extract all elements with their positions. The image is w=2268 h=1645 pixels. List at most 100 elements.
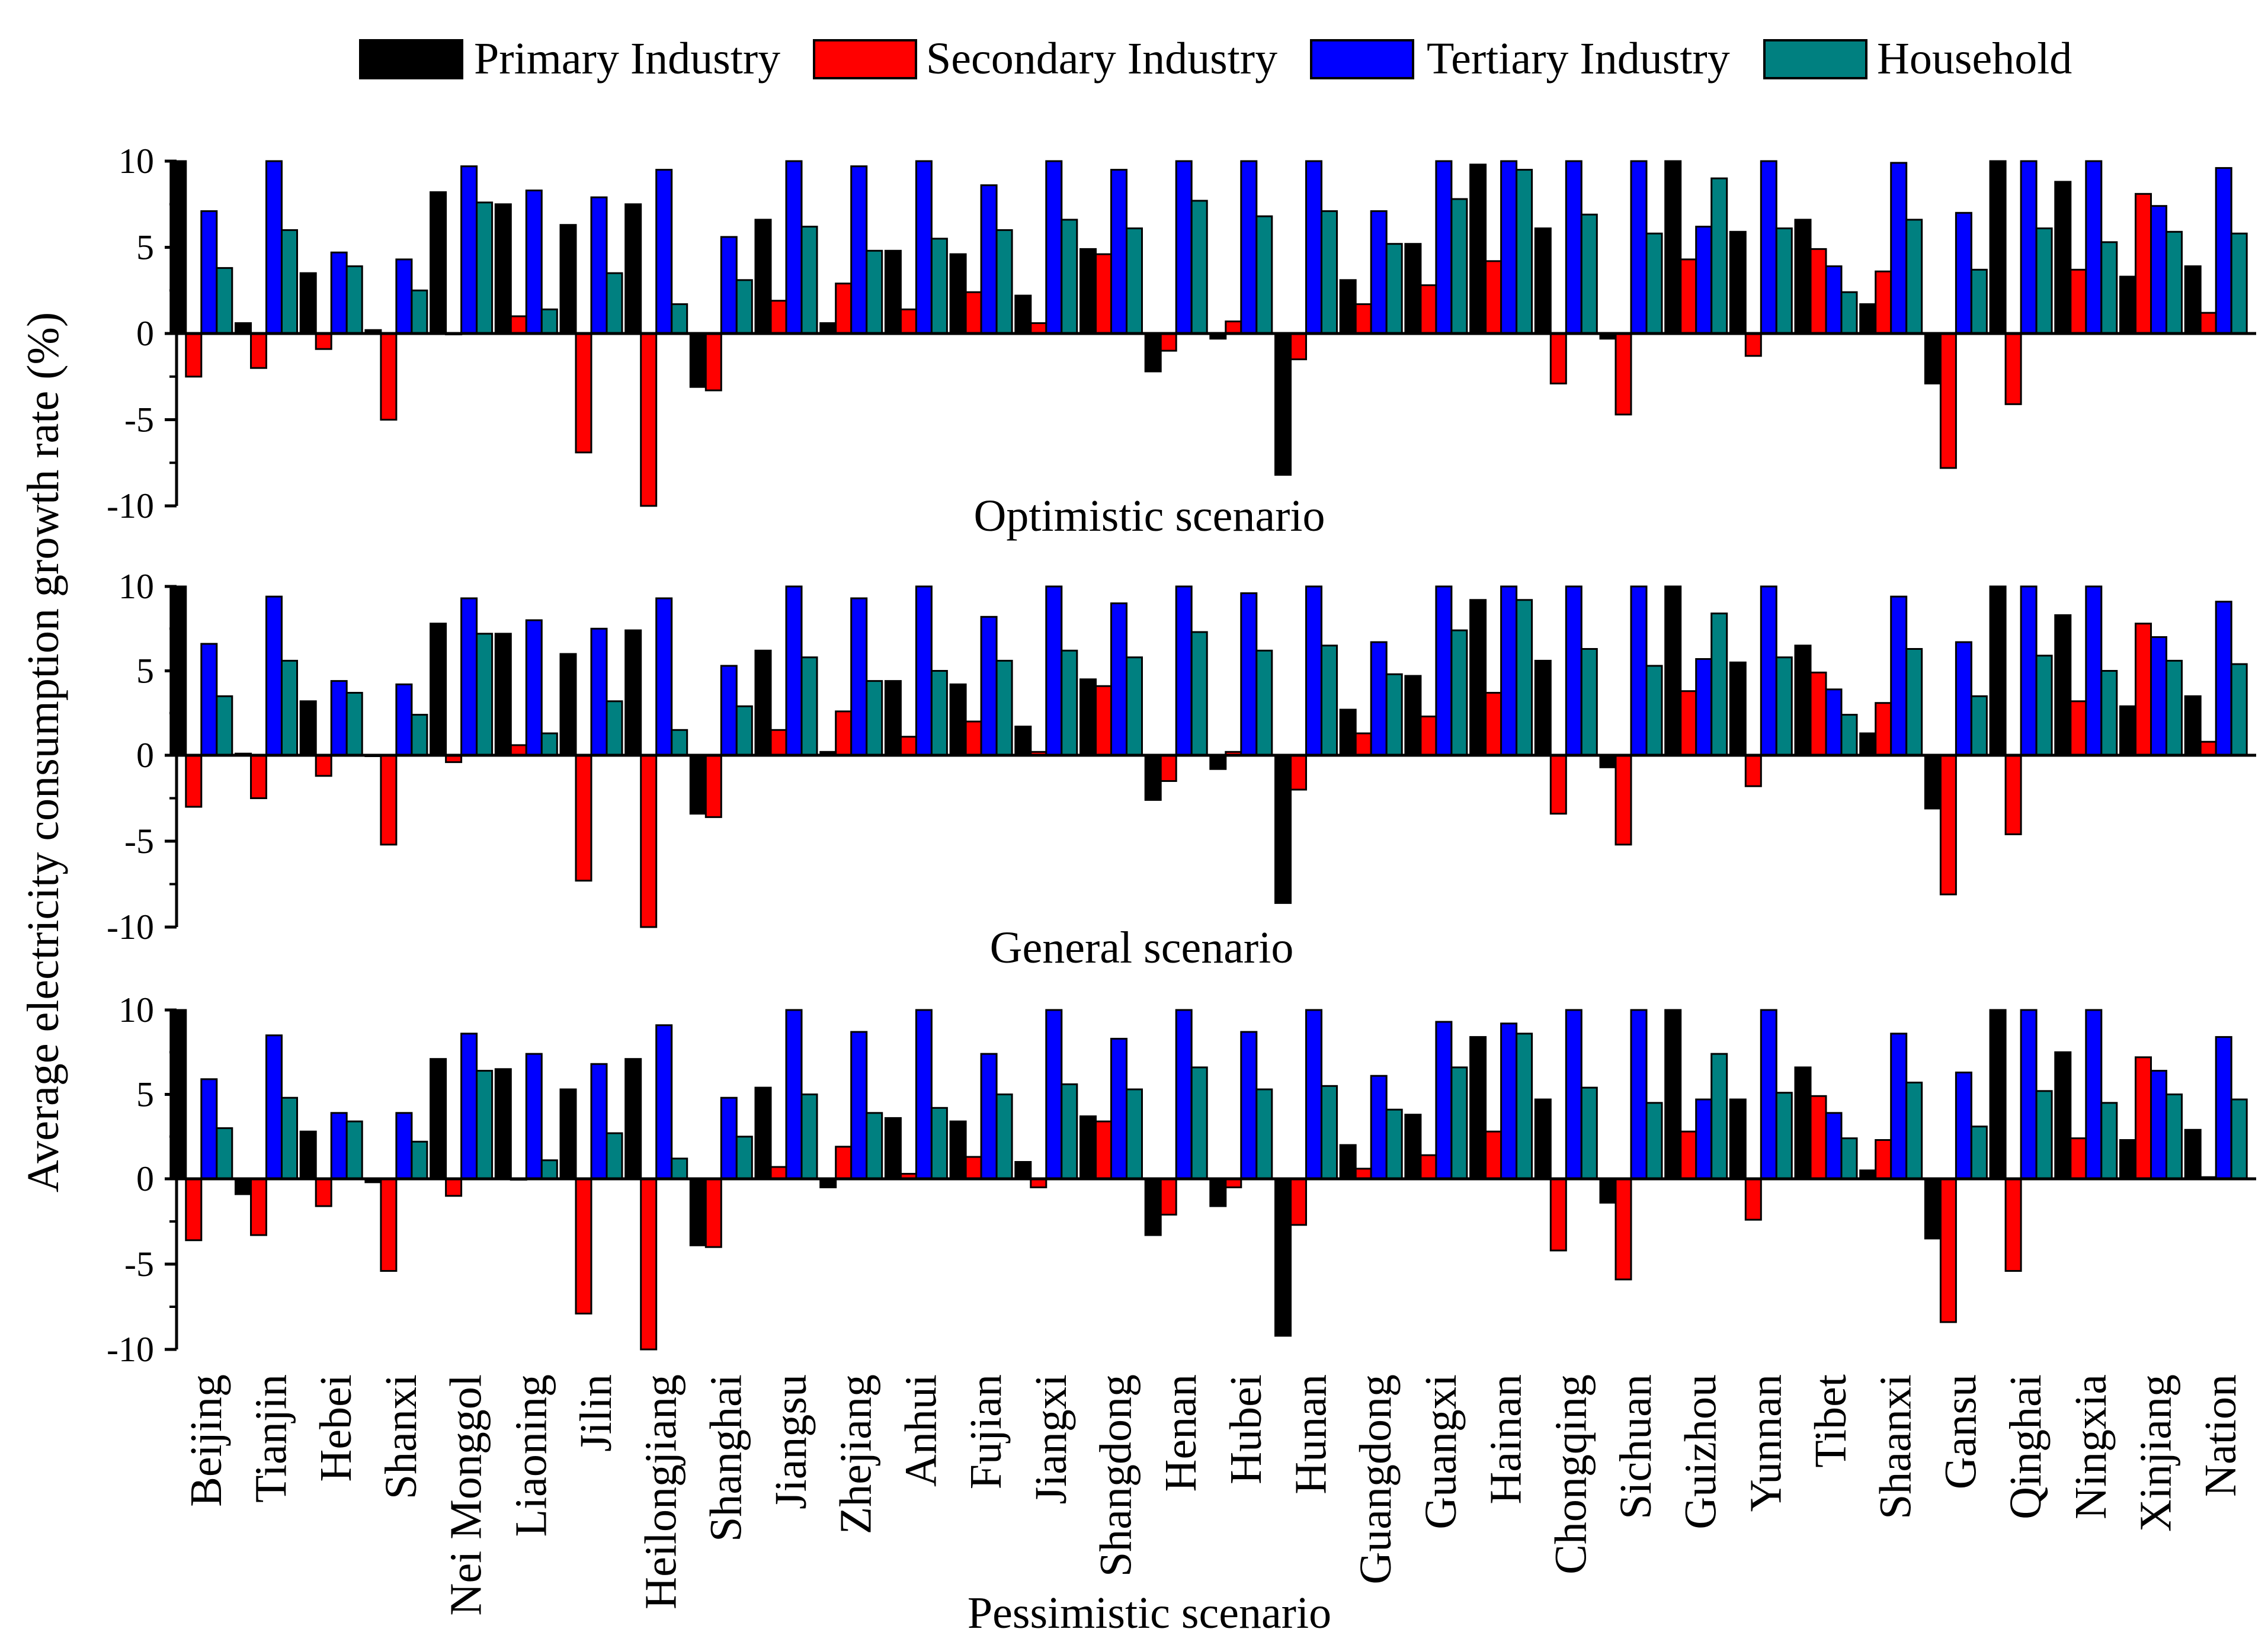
bar-general-scenario-guangxi-secondary-industry [1420, 716, 1437, 756]
bar-pessimistic-scenario-jiangsu-secondary-industry [770, 1166, 787, 1180]
bar-optimistic-scenario-jilin-secondary-industry [575, 332, 592, 454]
bar-pessimistic-scenario-nei-monggol-secondary-industry [445, 1178, 463, 1197]
bar-optimistic-scenario-hunan-primary-industry [1274, 332, 1292, 476]
category-label-fujian: Fujian [961, 1374, 1011, 1489]
bar-optimistic-scenario-hunan-tertiary-industry [1305, 160, 1322, 335]
bar-pessimistic-scenario-henan-tertiary-industry [1175, 1009, 1193, 1180]
bar-pessimistic-scenario-fujian-tertiary-industry [980, 1053, 998, 1180]
bar-optimistic-scenario-gansu-primary-industry [1924, 332, 1942, 384]
bar-optimistic-scenario-liaoning-tertiary-industry [525, 190, 543, 335]
bar-optimistic-scenario-hubei-household [1255, 215, 1273, 335]
bar-pessimistic-scenario-qinghai-household [2035, 1090, 2053, 1180]
bar-optimistic-scenario-gansu-tertiary-industry [1955, 211, 1972, 335]
legend-swatch-primary-industry [359, 39, 463, 79]
legend-label-secondary-industry: Secondary Industry [926, 34, 1277, 84]
bar-optimistic-scenario-hubei-secondary-industry [1225, 320, 1242, 335]
bar-optimistic-scenario-hainan-secondary-industry [1485, 260, 1503, 335]
bar-pessimistic-scenario-guangxi-primary-industry [1404, 1114, 1422, 1180]
bar-general-scenario-nei-monggol-household [476, 633, 494, 756]
bar-pessimistic-scenario-qinghai-primary-industry [1989, 1009, 2007, 1180]
legend-swatch-household [1763, 39, 1867, 79]
bar-pessimistic-scenario-shaanxi-tertiary-industry [1890, 1032, 1908, 1180]
bar-pessimistic-scenario-tibet-secondary-industry [1809, 1095, 1827, 1180]
bar-optimistic-scenario-chongqing-household [1580, 213, 1598, 335]
bar-pessimistic-scenario-jiangsu-primary-industry [754, 1086, 772, 1180]
bar-optimistic-scenario-chongqing-primary-industry [1534, 227, 1552, 335]
category-label-chongqing: Chongqing [1546, 1374, 1596, 1575]
bar-pessimistic-scenario-heilongjiang-secondary-industry [640, 1178, 658, 1351]
bar-general-scenario-guangxi-tertiary-industry [1435, 585, 1453, 756]
bar-pessimistic-scenario-guangdong-primary-industry [1339, 1144, 1357, 1180]
bar-pessimistic-scenario-hubei-household [1255, 1088, 1273, 1180]
bar-optimistic-scenario-nei-monggol-tertiary-industry [460, 165, 478, 335]
bar-general-scenario-xinjiang-secondary-industry [2135, 623, 2152, 756]
bar-general-scenario-jilin-secondary-industry [575, 754, 592, 882]
bar-optimistic-scenario-liaoning-primary-industry [494, 203, 512, 335]
bar-pessimistic-scenario-guizhou-primary-industry [1664, 1009, 1682, 1180]
bar-optimistic-scenario-hebei-tertiary-industry [330, 251, 348, 335]
bar-general-scenario-ningxia-tertiary-industry [2085, 585, 2103, 756]
bar-pessimistic-scenario-shanghai-primary-industry [689, 1178, 707, 1246]
y-tick-label-general-scenario: 5 [136, 652, 154, 691]
bar-pessimistic-scenario-fujian-secondary-industry [965, 1156, 982, 1180]
y-tick-label-pessimistic-scenario: 5 [136, 1075, 154, 1114]
bar-optimistic-scenario-qinghai-primary-industry [1989, 160, 2007, 335]
bar-optimistic-scenario-jilin-household [606, 272, 623, 335]
bar-pessimistic-scenario-hunan-primary-industry [1274, 1178, 1292, 1337]
bar-pessimistic-scenario-qinghai-tertiary-industry [2020, 1009, 2038, 1180]
bar-pessimistic-scenario-heilongjiang-household [671, 1157, 688, 1180]
bar-pessimistic-scenario-sichuan-tertiary-industry [1630, 1009, 1648, 1180]
bar-optimistic-scenario-fujian-household [995, 229, 1013, 335]
bar-general-scenario-henan-secondary-industry [1159, 754, 1177, 782]
bar-pessimistic-scenario-xinjiang-tertiary-industry [2150, 1070, 2167, 1180]
bar-pessimistic-scenario-liaoning-tertiary-industry [525, 1053, 543, 1180]
bar-general-scenario-guizhou-primary-industry [1664, 585, 1682, 756]
scenario-title-optimistic: Optimistic scenario [973, 491, 1325, 541]
bar-pessimistic-scenario-xinjiang-secondary-industry [2135, 1056, 2152, 1180]
bar-general-scenario-shangdong-primary-industry [1079, 678, 1097, 756]
bar-pessimistic-scenario-guangxi-household [1450, 1066, 1468, 1180]
category-label-hubei: Hubei [1221, 1374, 1271, 1484]
bar-general-scenario-shangdong-tertiary-industry [1110, 602, 1127, 756]
bar-general-scenario-tibet-secondary-industry [1809, 671, 1827, 756]
bar-pessimistic-scenario-heilongjiang-tertiary-industry [655, 1024, 673, 1180]
bar-general-scenario-heilongjiang-primary-industry [624, 629, 642, 756]
category-label-jilin: Jilin [571, 1374, 621, 1452]
bar-optimistic-scenario-henan-tertiary-industry [1175, 160, 1193, 335]
bar-pessimistic-scenario-nei-monggol-primary-industry [430, 1058, 447, 1180]
bar-pessimistic-scenario-hainan-primary-industry [1469, 1036, 1487, 1180]
bar-optimistic-scenario-hebei-primary-industry [299, 272, 317, 335]
bar-optimistic-scenario-tianjin-household [281, 229, 298, 335]
bar-general-scenario-hunan-tertiary-industry [1305, 585, 1322, 756]
bar-optimistic-scenario-nation-household [2230, 232, 2248, 335]
bar-general-scenario-shanghai-secondary-industry [704, 754, 722, 818]
bar-pessimistic-scenario-anhui-primary-industry [884, 1117, 902, 1180]
bar-general-scenario-sichuan-primary-industry [1599, 754, 1617, 768]
bar-pessimistic-scenario-guizhou-secondary-industry [1680, 1130, 1697, 1180]
bar-general-scenario-yunnan-primary-industry [1729, 661, 1747, 756]
bar-optimistic-scenario-tianjin-tertiary-industry [265, 160, 283, 335]
bar-general-scenario-shanghai-primary-industry [689, 754, 707, 815]
category-label-yunnan: Yunnan [1741, 1374, 1790, 1512]
bar-optimistic-scenario-shangdong-tertiary-industry [1110, 169, 1127, 335]
y-tick-label-pessimistic-scenario: 0 [136, 1159, 154, 1198]
bar-general-scenario-hainan-household [1516, 599, 1533, 756]
bar-general-scenario-jiangxi-household [1061, 649, 1078, 756]
bar-optimistic-scenario-liaoning-secondary-industry [510, 315, 527, 335]
category-label-sichuan: Sichuan [1611, 1374, 1661, 1519]
bar-general-scenario-anhui-tertiary-industry [915, 585, 933, 756]
category-label-shaanxi: Shaanxi [1871, 1374, 1921, 1519]
category-label-beijing: Beijing [181, 1374, 231, 1507]
bar-pessimistic-scenario-tibet-tertiary-industry [1825, 1112, 1843, 1180]
bar-pessimistic-scenario-xinjiang-primary-industry [2119, 1139, 2136, 1180]
bar-general-scenario-jilin-household [606, 700, 623, 756]
bar-pessimistic-scenario-beijing-tertiary-industry [200, 1078, 218, 1180]
scenario-title-general: General scenario [990, 923, 1294, 973]
bar-general-scenario-beijing-secondary-industry [185, 754, 203, 808]
bar-pessimistic-scenario-chongqing-tertiary-industry [1565, 1009, 1583, 1180]
bar-general-scenario-nation-secondary-industry [2199, 740, 2217, 756]
bar-general-scenario-hebei-tertiary-industry [330, 680, 348, 756]
bar-optimistic-scenario-heilongjiang-household [671, 303, 688, 335]
bar-optimistic-scenario-shaanxi-secondary-industry [1875, 270, 1892, 335]
category-label-guangxi: Guangxi [1416, 1374, 1466, 1529]
